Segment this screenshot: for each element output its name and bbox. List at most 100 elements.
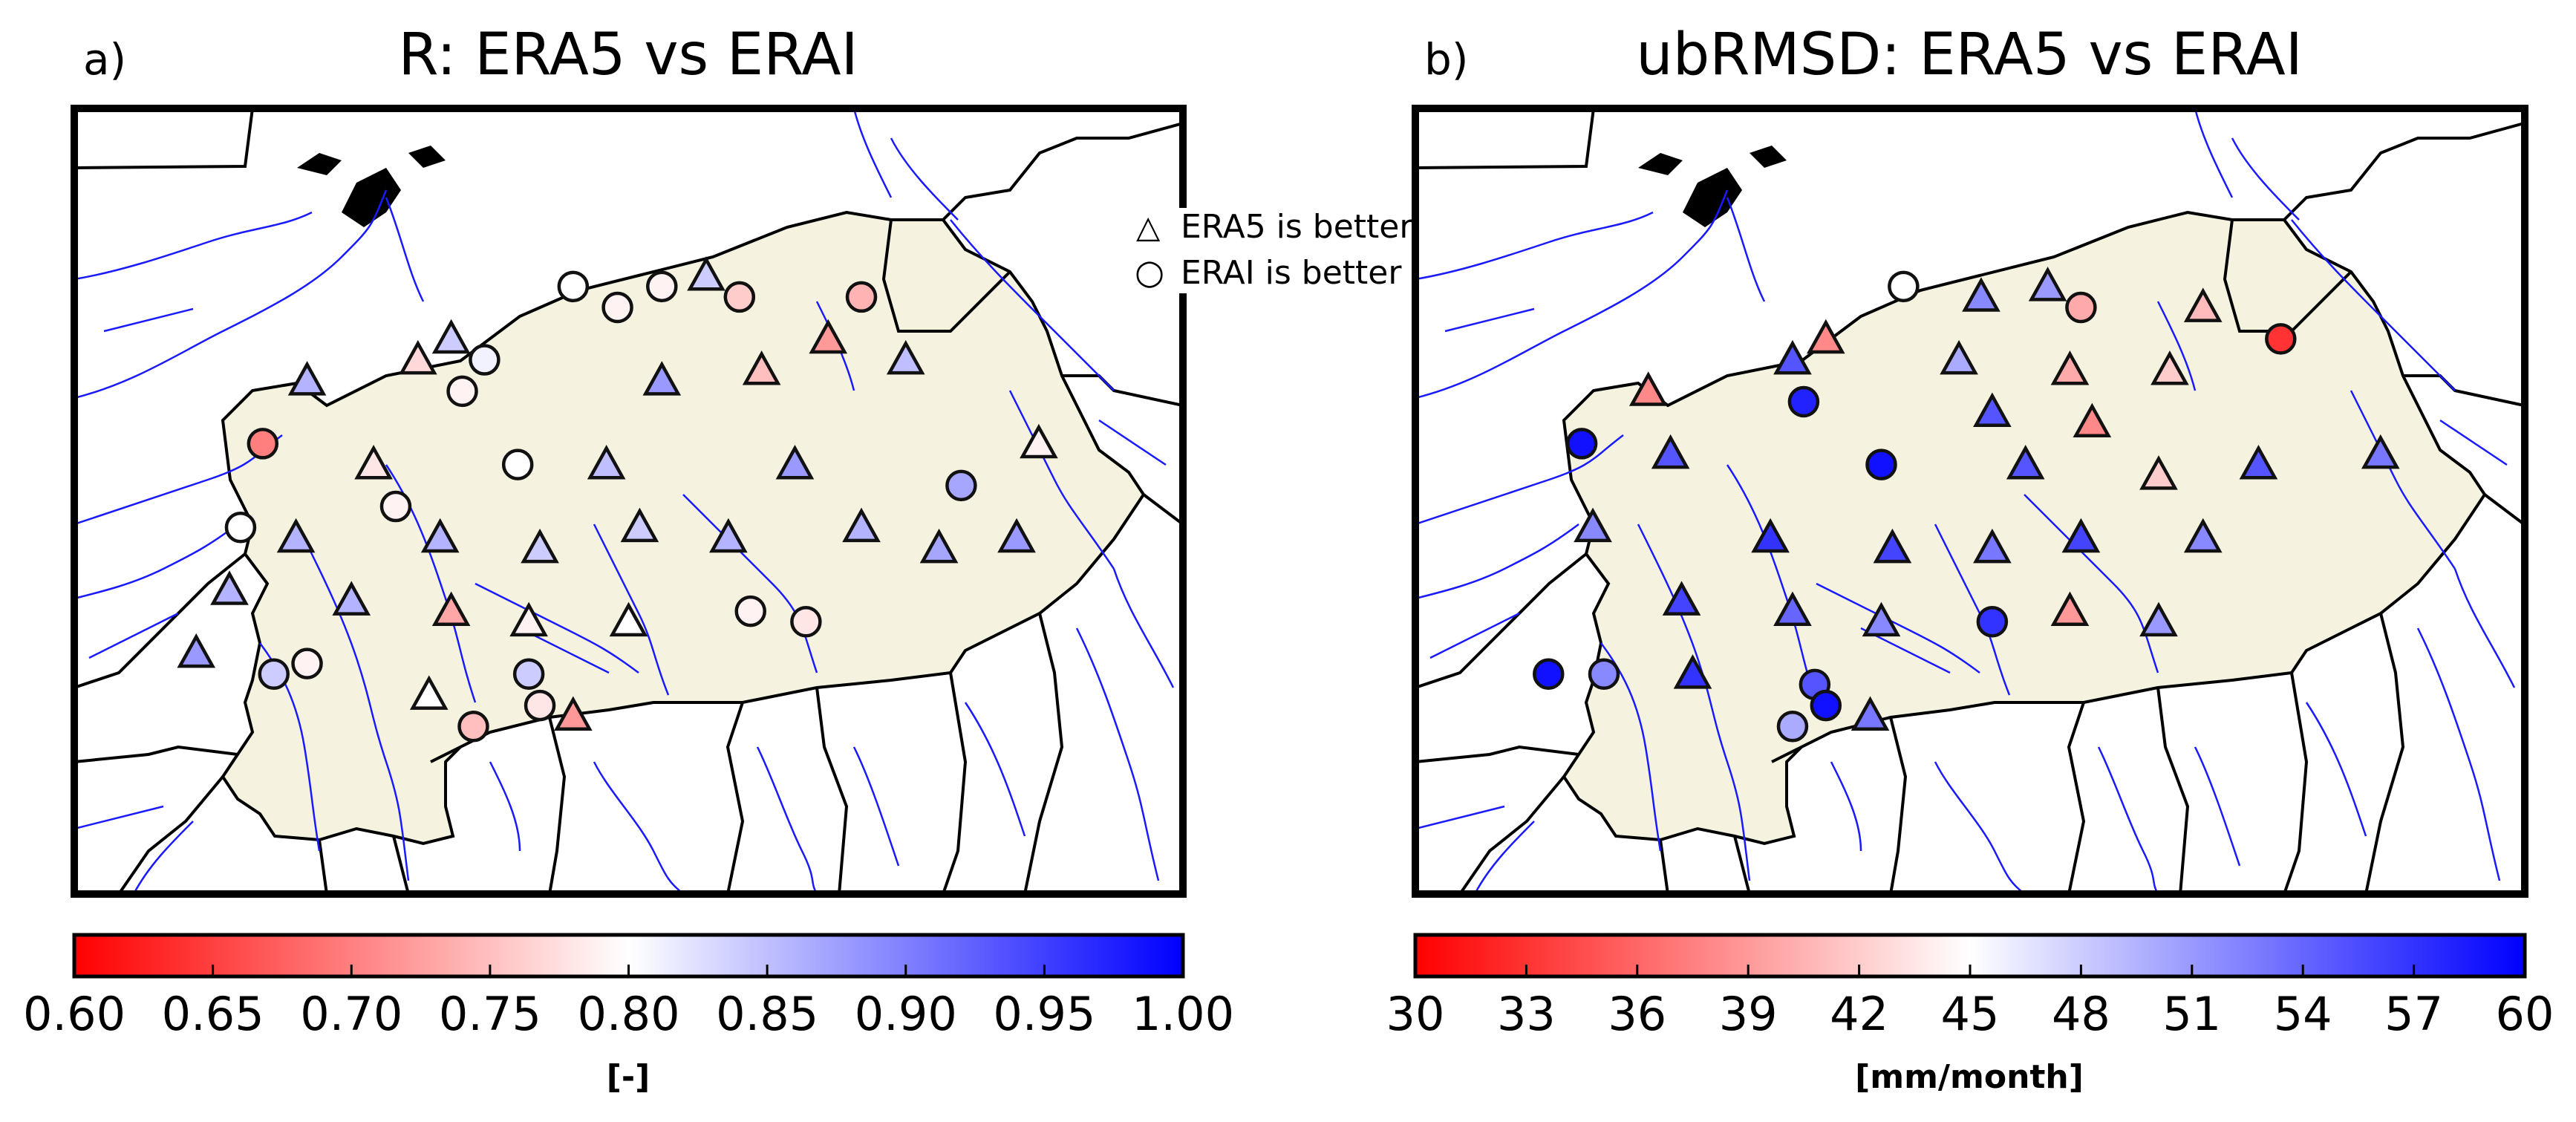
- station-marker-triangle-30: [1862, 601, 1901, 637]
- station-marker-triangle-39: [177, 633, 216, 668]
- panel-a: a) R: ERA5 vs ERAI △ ERA5 is better ○ ER…: [23, 22, 1467, 1096]
- station-marker-triangle-11: [1628, 371, 1668, 406]
- station-marker-triangle-2: [2028, 267, 2067, 301]
- station-marker-triangle-34: [431, 591, 471, 626]
- colorbar-tick-label: 54: [2274, 987, 2332, 1041]
- station-marker-circle-0: [1888, 270, 1920, 303]
- station-marker-triangle-13: [1973, 392, 2012, 427]
- station-marker-triangle-6: [431, 319, 471, 354]
- station-marker-triangle-28: [709, 518, 748, 553]
- panel-b-label: b): [1424, 34, 1468, 85]
- station-marker-circle-35: [1588, 658, 1620, 691]
- legend-circle-icon: ○: [1135, 252, 1164, 292]
- station-marker-triangle-11: [287, 361, 327, 396]
- station-marker-triangle-25: [1973, 528, 2012, 564]
- station-marker-triangle-16: [1651, 434, 1690, 469]
- station-marker-triangle-33: [2139, 601, 2178, 637]
- station-marker-triangle-18: [587, 444, 626, 480]
- station-marker-triangle-18: [2006, 444, 2045, 480]
- station-marker-triangle-40: [1851, 696, 1890, 731]
- colorbar-tick-label: 0.95: [993, 987, 1095, 1041]
- station-marker-triangle-21: [1020, 423, 1058, 459]
- station-marker-triangle-25: [420, 518, 460, 553]
- station-marker-triangle-26: [521, 528, 559, 564]
- station-marker-triangle-22: [1574, 507, 1612, 543]
- colorbar-tick-label: 1.00: [1132, 987, 1234, 1041]
- panel-a-colorbar-unit: [-]: [607, 1058, 650, 1096]
- station-marker-triangle-24: [1873, 528, 1912, 564]
- panel-a-colorbar: [72, 933, 1185, 979]
- colorbar-tick-label: 45: [1941, 987, 2000, 1041]
- station-marker-circle-39: [1776, 711, 1809, 743]
- station-marker-triangle-29: [1773, 591, 1812, 626]
- station-marker-triangle-19: [775, 444, 815, 480]
- station-marker-triangle-9: [809, 319, 848, 354]
- station-marker-triangle-14: [2073, 402, 2112, 438]
- panel-b-colorbar-ticks: 30 33 36 39 42 45 48 51 54 57 60: [1386, 965, 2554, 1041]
- station-marker-circle-15: [1565, 428, 1598, 460]
- colorbar-tick-label: 42: [1830, 987, 1888, 1041]
- colorbar-tick-label: 0.60: [23, 987, 125, 1041]
- station-marker-circle-31: [1976, 605, 2009, 638]
- panel-b-frame: [1412, 105, 2528, 898]
- legend-label-erai: ERAI is better: [1181, 254, 1402, 292]
- station-marker-circle-17: [501, 449, 534, 480]
- station-marker-circle-24: [379, 490, 412, 523]
- station-marker-circle-12: [446, 375, 478, 408]
- station-marker-triangle-32: [210, 570, 249, 605]
- station-marker-circle-37: [734, 595, 766, 627]
- station-marker-triangle-7: [1773, 339, 1812, 375]
- station-marker-circle-38: [1810, 689, 1842, 722]
- station-marker-circle-2: [646, 270, 678, 303]
- station-marker-triangle-21: [2361, 434, 2400, 469]
- station-marker-circle-38: [790, 605, 822, 638]
- station-marker-triangle-29: [842, 507, 881, 543]
- station-marker-triangle-8: [1940, 339, 1978, 375]
- panel-a-colorbar-ticks: 0.60 0.65 0.70 0.75 0.80 0.85 0.90 0.95 1.00: [23, 965, 1234, 1041]
- legend-label-era5: ERA5 is better: [1181, 208, 1413, 246]
- station-marker-circle-20: [945, 469, 977, 502]
- station-marker-triangle-3: [687, 256, 725, 291]
- station-marker-triangle-23: [276, 518, 316, 553]
- colorbar-tick-label: 39: [1719, 987, 1778, 1041]
- colorbar-tick-label: 51: [2162, 987, 2221, 1041]
- colorbar-tick-label: 0.65: [162, 987, 264, 1041]
- panel-b-title: ubRMSD: ERA5 vs ERAI: [1636, 22, 2302, 88]
- station-marker-triangle-23: [1751, 518, 1790, 553]
- colorbar-tick-label: 0.70: [300, 987, 402, 1041]
- station-marker-triangle-6: [1806, 319, 1845, 354]
- colorbar-tick-label: 57: [2384, 987, 2443, 1041]
- station-marker-triangle-1: [1962, 277, 2001, 312]
- station-marker-triangle-4: [2183, 287, 2223, 322]
- station-marker-triangle-33: [332, 581, 371, 616]
- station-marker-circle-5: [2265, 323, 2297, 355]
- colorbar-tick-label: 33: [1497, 987, 1556, 1041]
- station-marker-triangle-42: [409, 675, 449, 710]
- station-marker-triangle-35: [509, 601, 548, 637]
- panel-b-map: [1415, 108, 2525, 894]
- panel-b-colorbar-unit: [mm/month]: [1855, 1058, 2084, 1096]
- station-marker-circle-34: [1533, 658, 1565, 691]
- station-marker-circle-22: [224, 512, 257, 544]
- station-marker-circle-4: [723, 281, 756, 313]
- station-marker-triangle-28: [1662, 581, 1701, 616]
- colorbar-tick-label: 0.85: [716, 987, 818, 1041]
- legend-triangle-icon: △: [1136, 209, 1161, 245]
- station-marker-triangle-19: [2139, 455, 2178, 490]
- panel-a-title: R: ERA5 vs ERAI: [398, 22, 858, 88]
- station-marker-triangle-10: [886, 339, 925, 375]
- station-marker-circle-17: [1865, 449, 1897, 480]
- station-marker-triangle-36: [609, 601, 648, 637]
- colorbar-tick-label: 36: [1608, 987, 1666, 1041]
- station-marker-circle-12: [1787, 385, 1820, 418]
- legend: △ ERA5 is better ○ ERAI is better: [1118, 208, 1467, 293]
- colorbar-tick-label: 0.75: [439, 987, 541, 1041]
- colorbar-tick-label: 48: [2052, 987, 2110, 1041]
- panel-b: b) ubRMSD: ERA5 vs ERAI 30 33 36 39 42 45 48 51…: [1386, 22, 2554, 1096]
- station-marker-triangle-16: [354, 444, 393, 480]
- station-marker-circle-3: [2065, 291, 2097, 324]
- station-marker-circle-15: [247, 428, 279, 460]
- panel-a-markers: [177, 256, 1058, 743]
- station-marker-triangle-26: [2061, 518, 2101, 553]
